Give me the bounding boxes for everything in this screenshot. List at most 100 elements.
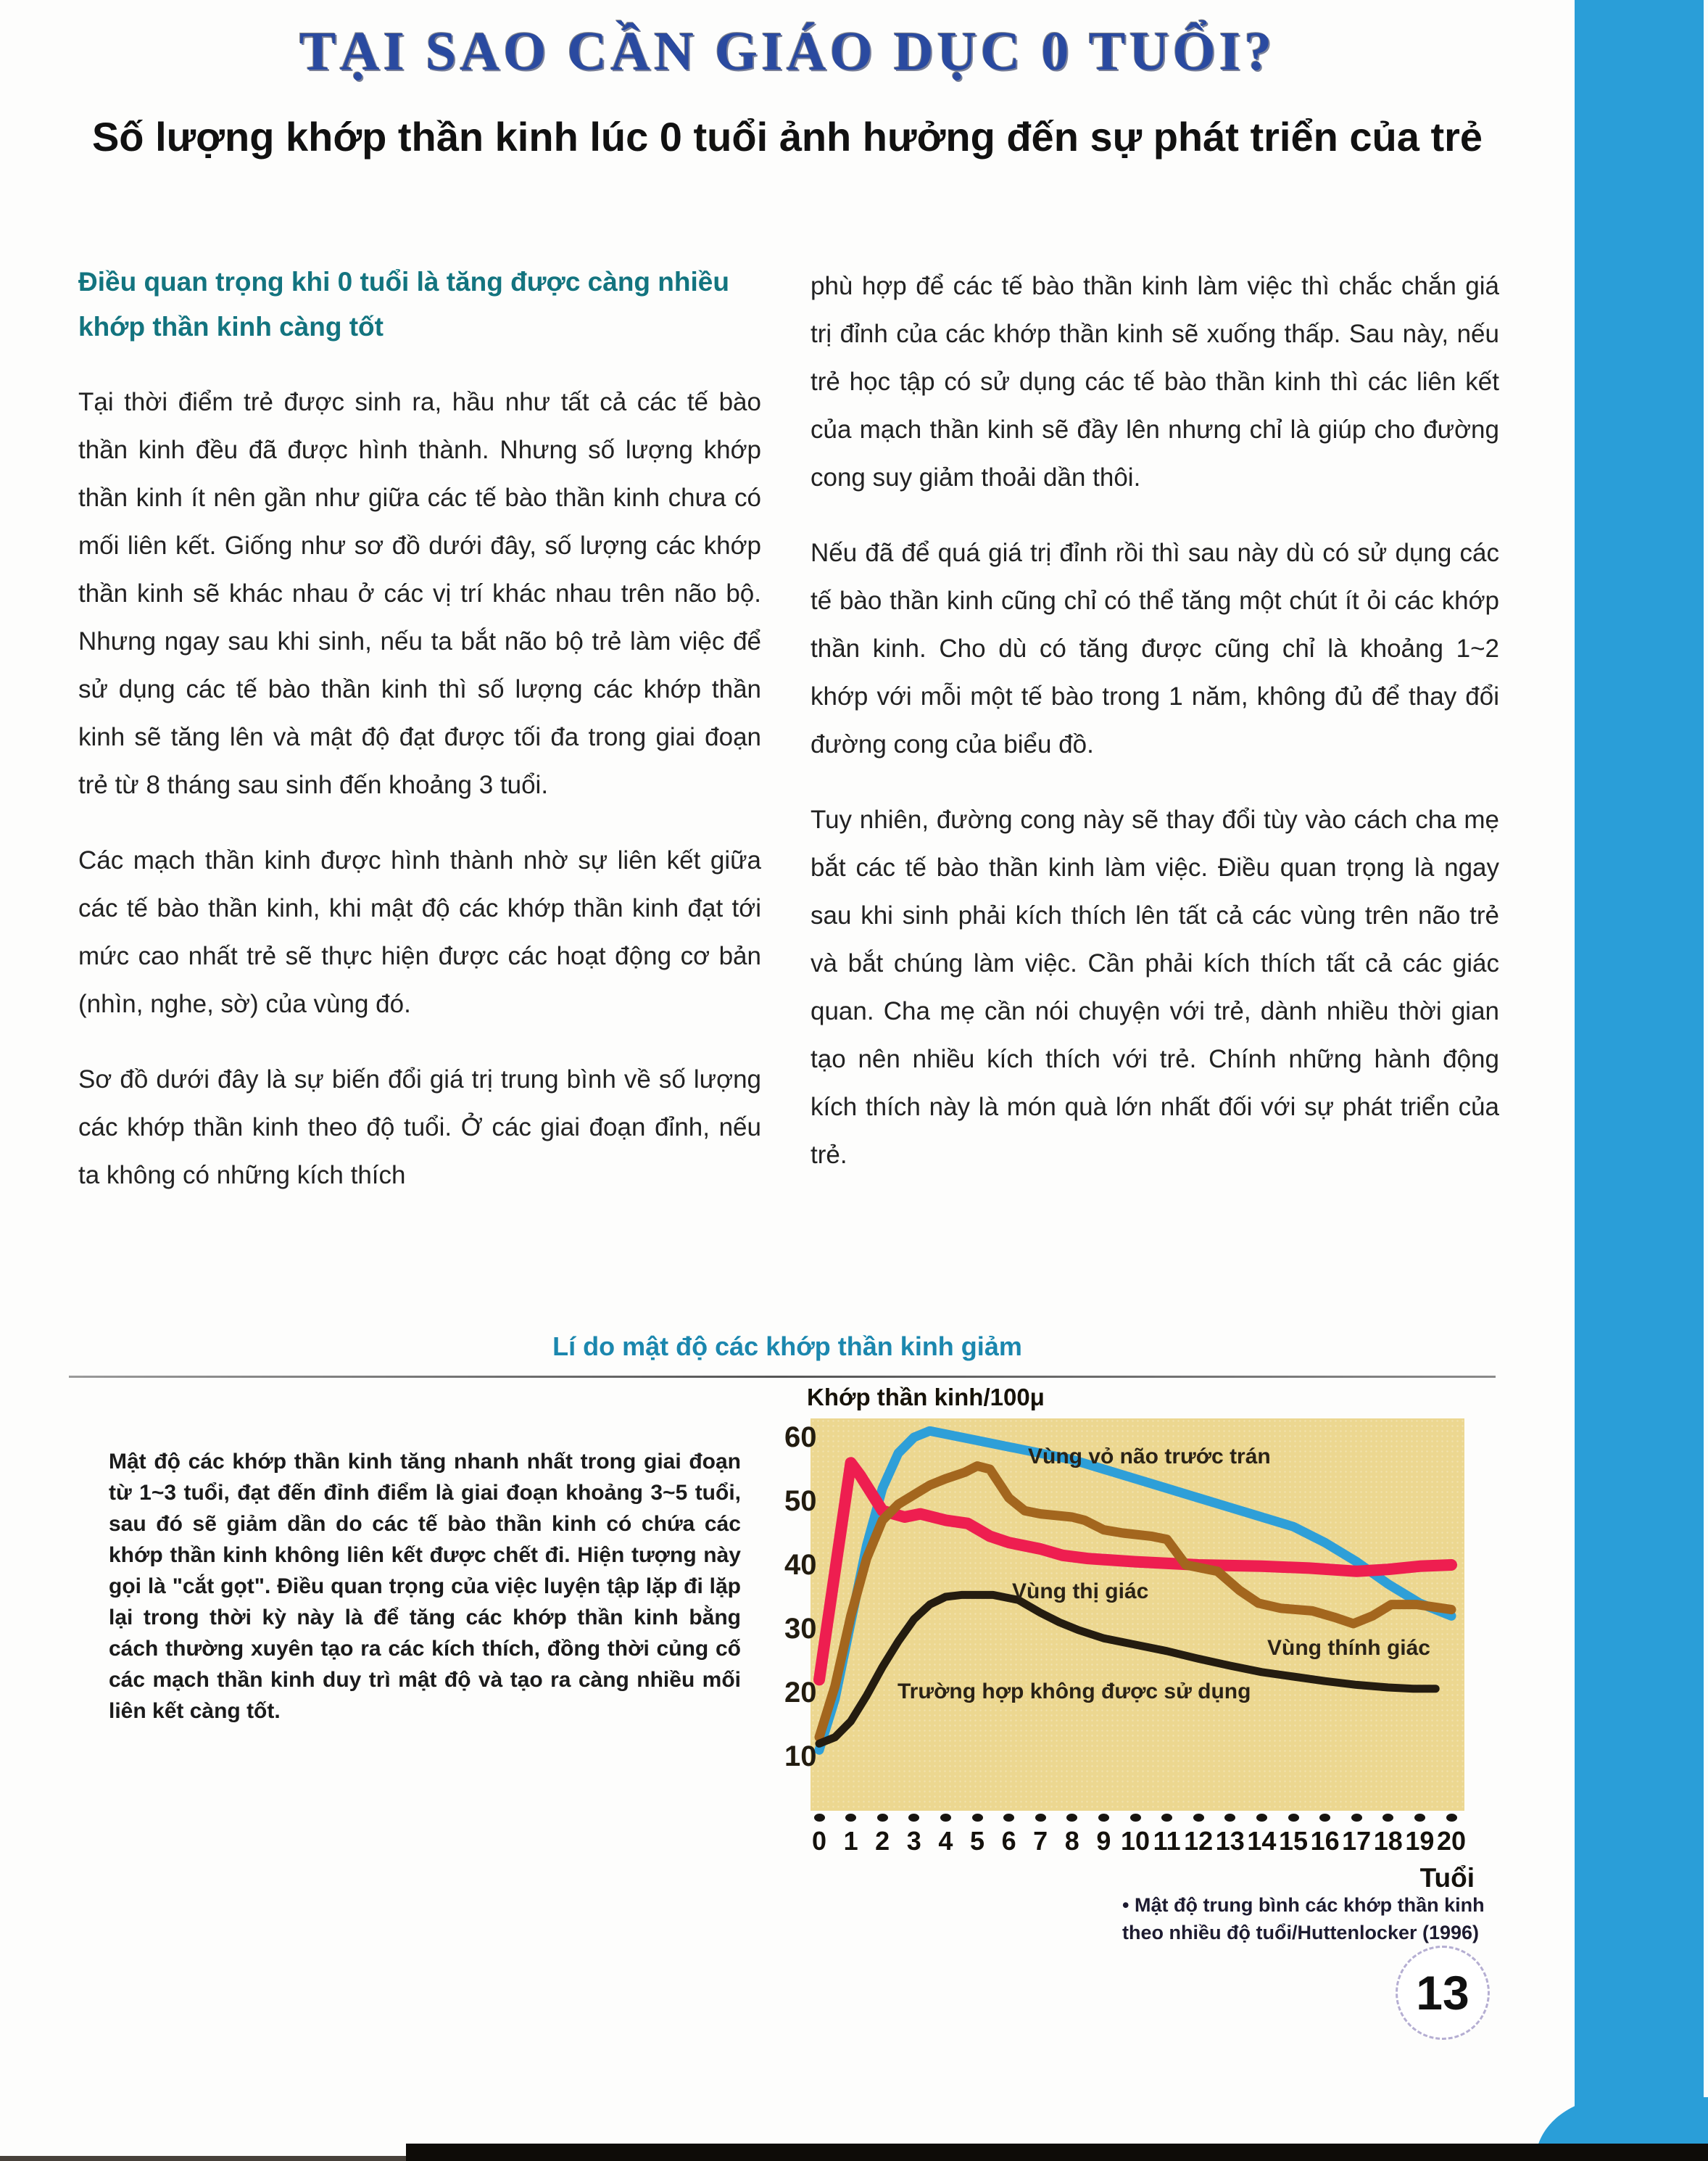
x-tick-label: 14 bbox=[1247, 1826, 1277, 1856]
x-tick-9: 9 bbox=[1087, 1814, 1120, 1856]
x-tick-15: 15 bbox=[1277, 1814, 1310, 1856]
left-column-heading: Điều quan trọng khi 0 tuổi là tăng được … bbox=[78, 267, 729, 342]
left-paragraph-2: Các mạch thần kinh được hình thành nhờ s… bbox=[78, 846, 761, 1018]
x-tick-label: 5 bbox=[969, 1826, 985, 1856]
y-tick-10: 10 bbox=[784, 1740, 817, 1772]
x-tick-label: 7 bbox=[1033, 1826, 1048, 1856]
x-tick-label: 16 bbox=[1310, 1826, 1340, 1856]
x-tick-label: 15 bbox=[1278, 1826, 1309, 1856]
right-blue-band bbox=[1575, 0, 1704, 2161]
page-number: 13 bbox=[1416, 1966, 1469, 2020]
x-tick-dot bbox=[1224, 1814, 1236, 1822]
chart-x-axis-label: Tuổi bbox=[1419, 1863, 1475, 1893]
x-tick-5: 5 bbox=[961, 1814, 994, 1856]
x-tick-dot bbox=[813, 1814, 825, 1822]
x-tick-dot bbox=[1288, 1814, 1299, 1822]
x-tick-label: 9 bbox=[1096, 1826, 1111, 1856]
left-column: Điều quan trọng khi 0 tuổi là tăng được … bbox=[78, 260, 761, 1227]
x-tick-label: 13 bbox=[1215, 1826, 1245, 1856]
x-tick-label: 1 bbox=[843, 1826, 858, 1856]
x-tick-0: 0 bbox=[803, 1814, 836, 1856]
section-divider-rule bbox=[69, 1376, 1496, 1378]
x-tick-label: 0 bbox=[811, 1826, 827, 1856]
y-tick-30: 30 bbox=[784, 1613, 817, 1645]
right-column: phù hợp để các tế bào thần kinh làm việc… bbox=[811, 263, 1499, 1207]
x-tick-dot bbox=[1256, 1814, 1267, 1822]
x-tick-label: 11 bbox=[1153, 1826, 1181, 1856]
x-tick-dot bbox=[1098, 1814, 1109, 1822]
x-tick-dot bbox=[1382, 1814, 1394, 1822]
x-tick-20: 20 bbox=[1435, 1814, 1468, 1856]
chart-x-axis: 0 1 2 3 4 5 6 7 8 9 10 11 12 13 14 15 16 17 18 19 20 Tuổi bbox=[811, 1811, 1475, 1905]
x-tick-dot bbox=[1414, 1814, 1425, 1822]
chart-series-2 bbox=[814, 1461, 1456, 1743]
chart-y-axis-label: Khớp thần kinh/100μ bbox=[807, 1384, 1045, 1410]
x-tick-label: 18 bbox=[1373, 1826, 1403, 1856]
page-title: TẠI SAO CẦN GIÁO DỤC 0 TUỔI? bbox=[299, 21, 1276, 82]
x-tick-17: 17 bbox=[1340, 1814, 1373, 1856]
x-tick-8: 8 bbox=[1056, 1814, 1089, 1856]
x-tick-label: 4 bbox=[938, 1826, 953, 1856]
x-tick-dot bbox=[1003, 1814, 1015, 1822]
x-tick-10: 10 bbox=[1119, 1814, 1152, 1856]
y-tick-50: 50 bbox=[784, 1485, 817, 1517]
x-tick-dot bbox=[1319, 1814, 1331, 1822]
x-tick-6: 6 bbox=[992, 1814, 1026, 1856]
x-tick-label: 20 bbox=[1436, 1826, 1467, 1856]
x-tick-dot bbox=[971, 1814, 983, 1822]
x-tick-label: 3 bbox=[906, 1826, 921, 1856]
bottom-page-edge-bar bbox=[406, 2144, 1708, 2161]
x-tick-16: 16 bbox=[1309, 1814, 1342, 1856]
series-label-unused-case: Trường hợp không được sử dụng bbox=[897, 1679, 1251, 1703]
x-tick-label: 17 bbox=[1342, 1826, 1372, 1856]
chart-series-3 bbox=[815, 1590, 1440, 1748]
chart-caption-line-2: theo nhiều độ tuổi/Huttenlocker (1996) bbox=[1122, 1922, 1480, 1943]
x-tick-19: 19 bbox=[1403, 1814, 1436, 1856]
x-tick-dot bbox=[1193, 1814, 1204, 1822]
right-paragraph-2: Nếu đã để quá giá trị đỉnh rồi thì sau n… bbox=[811, 539, 1499, 759]
x-tick-11: 11 bbox=[1151, 1814, 1184, 1856]
series-label-prefrontal-cortex: Vùng vỏ não trước trán bbox=[1028, 1445, 1271, 1468]
x-tick-dot bbox=[1066, 1814, 1078, 1822]
chart-side-note: Mật độ các khớp thần kinh tăng nhanh nhấ… bbox=[109, 1450, 741, 1723]
x-tick-1: 1 bbox=[834, 1814, 868, 1856]
x-tick-label: 6 bbox=[1001, 1826, 1016, 1856]
x-tick-dot bbox=[1035, 1814, 1046, 1822]
x-tick-12: 12 bbox=[1182, 1814, 1215, 1856]
x-tick-4: 4 bbox=[929, 1814, 962, 1856]
x-tick-dot bbox=[940, 1814, 951, 1822]
synapse-density-chart: 60 50 40 30 20 10 Vùng vỏ não trước trán Vùng… bbox=[784, 1418, 1464, 1811]
x-tick-label: 8 bbox=[1064, 1826, 1079, 1856]
page-subtitle: Số lượng khớp thần kinh lúc 0 tuổi ảnh h… bbox=[91, 114, 1483, 160]
x-tick-dot bbox=[908, 1814, 920, 1822]
series-label-auditory-area: Vùng thính giác bbox=[1267, 1636, 1430, 1660]
y-tick-40: 40 bbox=[784, 1549, 817, 1581]
x-tick-label: 2 bbox=[875, 1826, 890, 1856]
chart-series-0 bbox=[814, 1426, 1456, 1755]
chart-caption: • Mật độ trung bình các khớp thần kinh t… bbox=[1122, 1891, 1528, 1946]
x-tick-dot bbox=[1129, 1814, 1141, 1822]
x-tick-7: 7 bbox=[1024, 1814, 1057, 1856]
y-tick-60: 60 bbox=[784, 1421, 817, 1453]
x-tick-dot bbox=[1161, 1814, 1173, 1822]
x-tick-3: 3 bbox=[897, 1814, 931, 1856]
x-tick-18: 18 bbox=[1372, 1814, 1405, 1856]
chart-caption-line-1: • Mật độ trung bình các khớp thần kinh bbox=[1122, 1894, 1485, 1916]
x-tick-label: 12 bbox=[1184, 1826, 1214, 1856]
section-heading: Lí do mật độ các khớp thần kinh giảm bbox=[552, 1331, 1022, 1361]
left-paragraph-3: Sơ đồ dưới đây là sự biến đổi giá trị tr… bbox=[78, 1065, 761, 1189]
right-paragraph-3: Tuy nhiên, đường cong này sẽ thay đổi tù… bbox=[811, 806, 1499, 1169]
bottom-page-edge-bar-left bbox=[0, 2156, 406, 2161]
right-paragraph-1: phù hợp để các tế bào thần kinh làm việc… bbox=[811, 272, 1499, 492]
x-tick-label: 10 bbox=[1120, 1826, 1151, 1856]
x-tick-13: 13 bbox=[1214, 1814, 1247, 1856]
chart-lines-svg bbox=[813, 1426, 1457, 1755]
x-tick-dot bbox=[876, 1814, 888, 1822]
left-paragraph-1: Tại thời điểm trẻ được sinh ra, hầu như … bbox=[78, 388, 761, 799]
chart-series-1 bbox=[813, 1457, 1457, 1686]
x-tick-dot bbox=[1351, 1814, 1362, 1822]
series-label-visual-area: Vùng thị giác bbox=[1012, 1579, 1149, 1603]
page-number-badge: 13 bbox=[1396, 1946, 1490, 2040]
x-tick-dot bbox=[1446, 1814, 1457, 1822]
x-tick-14: 14 bbox=[1245, 1814, 1278, 1856]
